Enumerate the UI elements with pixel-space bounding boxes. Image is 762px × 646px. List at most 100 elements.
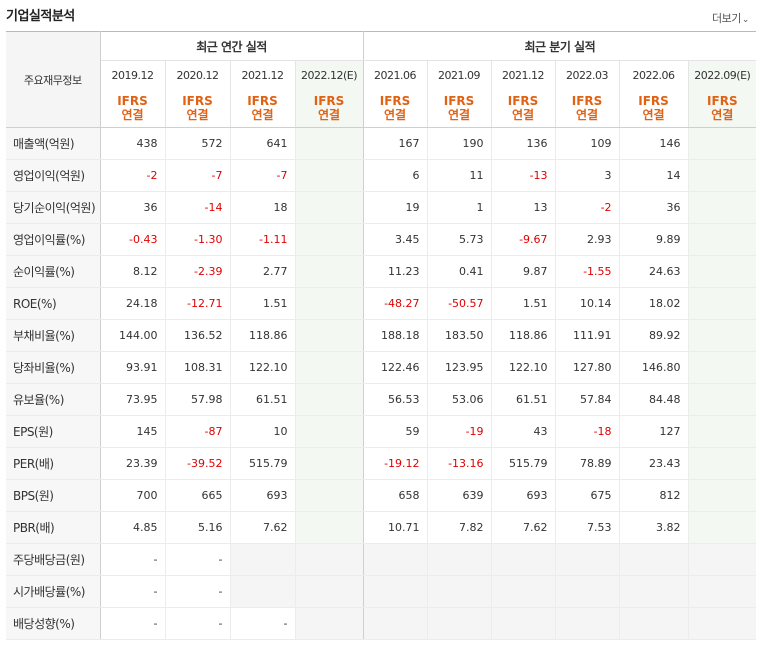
value-cell [555, 575, 620, 608]
value-cell: -48.27 [363, 287, 428, 320]
row-label[interactable]: 부채비율(%) [6, 319, 101, 352]
table-row: 순이익률(%) 8.12 -2.39 2.77 11.23 0.41 9.87 -1.55 24… [6, 255, 757, 288]
value-cell: 515.79 [230, 447, 296, 480]
accounting-basis: IFRS [707, 94, 738, 108]
value-cell [688, 511, 757, 544]
row-label[interactable]: 유보율(%) [6, 383, 101, 416]
accounting-standard: IFRS 연결 [363, 89, 428, 128]
value-cell: 19 [363, 191, 428, 224]
period-header[interactable]: 2022.09(E) [688, 60, 757, 89]
value-cell [688, 575, 757, 608]
value-cell: 136 [491, 127, 556, 160]
row-label[interactable]: 당좌비율(%) [6, 351, 101, 384]
value-cell: -19.12 [363, 447, 428, 480]
value-cell: 127 [619, 415, 689, 448]
period-header[interactable]: 2022.12(E) [295, 60, 364, 89]
value-cell [491, 607, 556, 640]
accounting-basis: IFRS [443, 94, 475, 108]
row-label[interactable]: 배당성향(%) [6, 607, 101, 640]
value-cell: 59 [363, 415, 428, 448]
value-cell [619, 607, 689, 640]
value-cell: 18.02 [619, 287, 689, 320]
value-cell: 36 [100, 191, 166, 224]
value-cell: 78.89 [555, 447, 620, 480]
value-cell [295, 511, 364, 544]
value-cell: 167 [363, 127, 428, 160]
row-label[interactable]: 영업이익(억원) [6, 159, 101, 192]
value-cell [295, 415, 364, 448]
consolidation-type: 연결 [251, 108, 274, 122]
accounting-standard: IFRS 연결 [619, 89, 689, 128]
value-cell: 188.18 [363, 319, 428, 352]
value-cell [363, 607, 428, 640]
value-cell: 2.77 [230, 255, 296, 288]
row-label[interactable]: PBR(배) [6, 511, 101, 544]
value-cell: 122.10 [491, 351, 556, 384]
table-row: 주당배당금(원) - - [6, 543, 757, 576]
more-button[interactable]: 더보기⌄ [712, 10, 749, 26]
value-cell: 122.46 [363, 351, 428, 384]
value-cell: 572 [165, 127, 231, 160]
value-cell [295, 447, 364, 480]
value-cell: 122.10 [230, 351, 296, 384]
consolidation-type: 연결 [711, 108, 734, 122]
period-header[interactable]: 2021.12 [230, 60, 296, 89]
period-header[interactable]: 2021.09 [427, 60, 492, 89]
value-cell: 4.85 [100, 511, 166, 544]
period-header[interactable]: 2021.06 [363, 60, 428, 89]
value-cell: - [100, 607, 166, 640]
accounting-standard: IFRS 연결 [688, 89, 757, 128]
row-label[interactable]: ROE(%) [6, 287, 101, 320]
row-label[interactable]: 순이익률(%) [6, 255, 101, 288]
value-cell [295, 191, 364, 224]
value-cell: -1.30 [165, 223, 231, 256]
accounting-basis: IFRS [247, 94, 278, 108]
value-cell: 136.52 [165, 319, 231, 352]
value-cell: 515.79 [491, 447, 556, 480]
value-cell: 1.51 [491, 287, 556, 320]
value-cell: 10 [230, 415, 296, 448]
value-cell: 73.95 [100, 383, 166, 416]
row-label[interactable]: 영업이익률(%) [6, 223, 101, 256]
row-label[interactable]: 매출액(억원) [6, 127, 101, 160]
value-cell: 812 [619, 479, 689, 512]
value-cell [295, 479, 364, 512]
table-row: 시가배당률(%) - - [6, 575, 757, 608]
period-header[interactable]: 2022.03 [555, 60, 620, 89]
value-cell: 641 [230, 127, 296, 160]
period-header[interactable]: 2020.12 [165, 60, 231, 89]
value-cell: 3.82 [619, 511, 689, 544]
value-cell: 2.93 [555, 223, 620, 256]
accounting-basis: IFRS [313, 94, 345, 108]
value-cell: 84.48 [619, 383, 689, 416]
value-cell: -87 [165, 415, 231, 448]
row-label[interactable]: 시가배당률(%) [6, 575, 101, 608]
row-label[interactable]: 주당배당금(원) [6, 543, 101, 576]
value-cell: 1.51 [230, 287, 296, 320]
value-cell: - [165, 543, 231, 576]
value-cell: -9.67 [491, 223, 556, 256]
row-label[interactable]: EPS(원) [6, 415, 101, 448]
table-row: ROE(%) 24.18 -12.71 1.51 -48.27 -50.57 1.51 10.… [6, 287, 757, 320]
row-label[interactable]: 당기순이익(억원) [6, 191, 101, 224]
value-cell: 24.63 [619, 255, 689, 288]
table-row: PER(배) 23.39 -39.52 515.79 -19.12 -13.16 515.7… [6, 447, 757, 480]
consolidation-type: 연결 [512, 108, 535, 122]
period-header[interactable]: 2021.12 [491, 60, 556, 89]
value-cell: 639 [427, 479, 492, 512]
value-cell [688, 223, 757, 256]
value-cell: - [100, 575, 166, 608]
value-cell [295, 383, 364, 416]
row-label[interactable]: PER(배) [6, 447, 101, 480]
row-label[interactable]: BPS(원) [6, 479, 101, 512]
value-cell: 7.82 [427, 511, 492, 544]
value-cell: 43 [491, 415, 556, 448]
value-cell: 146.80 [619, 351, 689, 384]
table-row: PBR(배) 4.85 5.16 7.62 10.71 7.82 7.62 7.53 3.82 [6, 511, 757, 544]
period-header[interactable]: 2022.06 [619, 60, 689, 89]
value-cell: - [100, 543, 166, 576]
value-cell: 109 [555, 127, 620, 160]
table-row: 부채비율(%) 144.00 136.52 118.86 188.18 183.50 118… [6, 319, 757, 352]
period-header[interactable]: 2019.12 [100, 60, 166, 89]
table-row: 매출액(억원) 438 572 641 167 190 136 109 146 [6, 127, 757, 160]
